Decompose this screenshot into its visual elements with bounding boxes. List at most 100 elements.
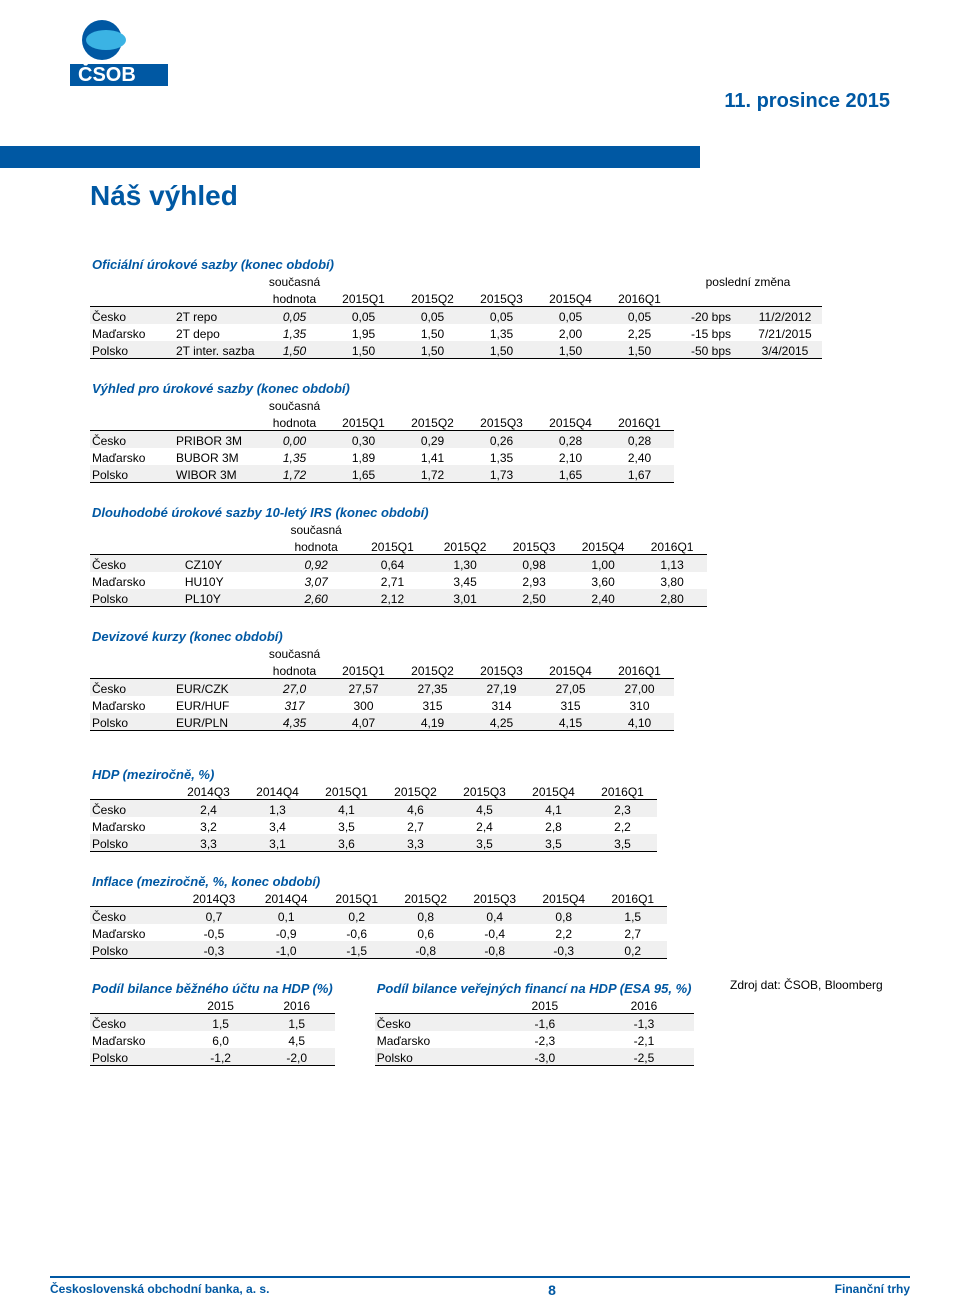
value-cell: -0,3	[529, 941, 598, 959]
value-cell: 2,7	[598, 924, 667, 941]
value-cell: 2,3	[588, 800, 657, 818]
country-cell: Česko	[375, 1014, 496, 1032]
value-cell: 0,30	[329, 431, 398, 449]
col-header: 2015Q1	[312, 782, 381, 800]
tables-container: Oficiální úrokové sazby (konec období) so…	[90, 255, 900, 1086]
value-cell: 0,05	[536, 307, 605, 325]
value-cell: 0,2	[322, 907, 391, 925]
value-cell: 2,4	[174, 800, 243, 818]
footer-left: Československá obchodní banka, a. s.	[50, 1282, 269, 1296]
section-title: HDP (meziročně, %)	[90, 765, 312, 782]
country-cell: Česko	[90, 555, 183, 573]
section-title: Devizové kurzy (konec období)	[90, 627, 398, 644]
col-header: současná	[260, 396, 329, 413]
value-cell: -0,3	[178, 941, 250, 959]
value-cell: 3,1	[243, 834, 312, 852]
instrument-cell: EUR/CZK	[174, 679, 260, 697]
value-cell: 2,25	[605, 324, 674, 341]
col-header: 2016	[594, 996, 693, 1014]
value-cell: 1,50	[536, 341, 605, 359]
value-cell: 0,29	[398, 431, 467, 449]
col-header: 2016	[259, 996, 335, 1014]
instrument-cell: CZ10Y	[183, 555, 278, 573]
value-cell: 1,35	[260, 448, 329, 465]
value-cell: 0,92	[278, 555, 354, 573]
instrument-cell: 2T depo	[174, 324, 260, 341]
col-header: 2016Q1	[605, 661, 674, 679]
value-cell: -0,5	[178, 924, 250, 941]
value-cell: -2,3	[495, 1031, 594, 1048]
country-cell: Česko	[90, 907, 178, 925]
value-cell: 27,00	[605, 679, 674, 697]
value-cell: 27,05	[536, 679, 605, 697]
col-header: 2014Q3	[178, 889, 250, 907]
header-bar	[0, 146, 700, 168]
col-header: 2015	[183, 996, 259, 1014]
value-cell: 3,4	[243, 817, 312, 834]
value-cell: 1,50	[260, 341, 329, 359]
col-header: 2015Q2	[391, 889, 460, 907]
value-cell: 4,25	[467, 713, 536, 731]
instrument-cell: PRIBOR 3M	[174, 431, 260, 449]
value-cell: 2,93	[500, 572, 569, 589]
col-header: 2016Q1	[638, 537, 707, 555]
country-cell: Česko	[90, 800, 174, 818]
value-cell: -0,4	[460, 924, 529, 941]
value-cell: -2,0	[259, 1048, 335, 1066]
country-cell: Polsko	[90, 713, 174, 731]
col-header: 2015Q1	[354, 537, 430, 555]
col-header: 2015Q3	[467, 289, 536, 307]
value-cell: -0,9	[250, 924, 322, 941]
country-cell: Polsko	[90, 589, 183, 607]
country-cell: Česko	[90, 1014, 183, 1032]
extra-cell: 11/2/2012	[748, 307, 822, 325]
value-cell: 4,15	[536, 713, 605, 731]
value-cell: -1,3	[594, 1014, 693, 1032]
value-cell: 2,71	[354, 572, 430, 589]
source-note: Zdroj dat: ČSOB, Bloomberg	[730, 978, 883, 992]
value-cell: 27,57	[329, 679, 398, 697]
value-cell: 0,05	[605, 307, 674, 325]
value-cell: 1,50	[467, 341, 536, 359]
country-cell: Maďarsko	[90, 817, 174, 834]
value-cell: 300	[329, 696, 398, 713]
value-cell: 1,13	[638, 555, 707, 573]
instrument-cell: HU10Y	[183, 572, 278, 589]
value-cell: 4,1	[519, 800, 588, 818]
country-cell: Polsko	[90, 1048, 183, 1066]
value-cell: 0,64	[354, 555, 430, 573]
value-cell: 1,72	[260, 465, 329, 483]
value-cell: 1,73	[467, 465, 536, 483]
value-cell: 1,3	[243, 800, 312, 818]
section-title: Podíl bilance veřejných financí na HDP (…	[375, 979, 694, 996]
value-cell: 1,5	[598, 907, 667, 925]
country-cell: Maďarsko	[90, 924, 178, 941]
country-cell: Česko	[90, 307, 174, 325]
value-cell: 0,2	[598, 941, 667, 959]
instrument-cell: PL10Y	[183, 589, 278, 607]
col-header: hodnota	[260, 661, 329, 679]
value-cell: 1,5	[183, 1014, 259, 1032]
col-header: 2014Q3	[174, 782, 243, 800]
value-cell: 0,1	[250, 907, 322, 925]
col-header: 2015Q2	[431, 537, 500, 555]
value-cell: 3,45	[431, 572, 500, 589]
value-cell: 2,60	[278, 589, 354, 607]
value-cell: 1,89	[329, 448, 398, 465]
value-cell: -1,5	[322, 941, 391, 959]
value-cell: 2,4	[450, 817, 519, 834]
col-header: 2016Q1	[605, 413, 674, 431]
section-title: Oficiální úrokové sazby (konec období)	[90, 255, 398, 272]
instrument-cell: EUR/HUF	[174, 696, 260, 713]
value-cell: 3,3	[174, 834, 243, 852]
country-cell: Maďarsko	[90, 696, 174, 713]
value-cell: 1,72	[398, 465, 467, 483]
value-cell: 3,07	[278, 572, 354, 589]
value-cell: 4,6	[381, 800, 450, 818]
value-cell: -2,5	[594, 1048, 693, 1066]
value-cell: 3,5	[312, 817, 381, 834]
country-cell: Maďarsko	[375, 1031, 496, 1048]
value-cell: 27,19	[467, 679, 536, 697]
col-header: současná	[278, 520, 354, 537]
value-cell: 0,8	[391, 907, 460, 925]
